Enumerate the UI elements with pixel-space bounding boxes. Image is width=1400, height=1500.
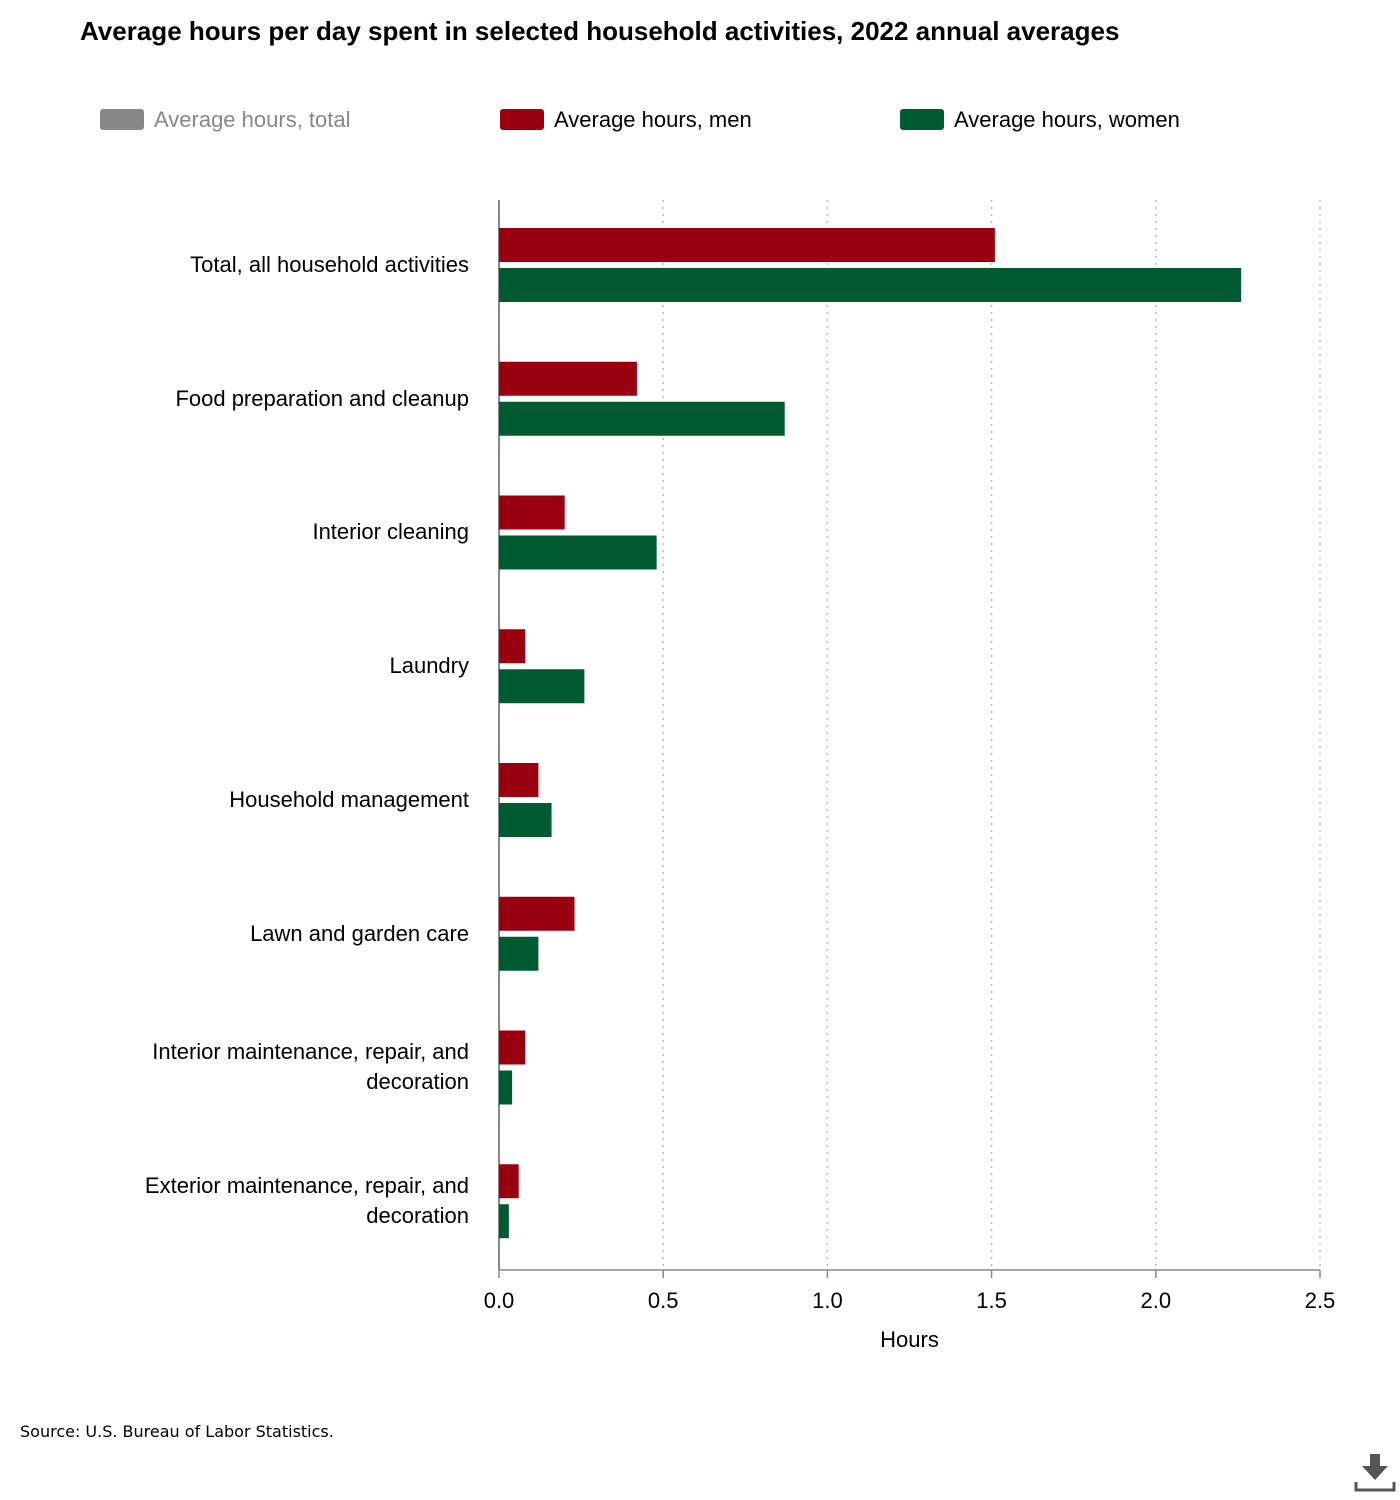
x-axis-title: Hours <box>880 1327 939 1352</box>
category-label: Total, all household activities <box>190 251 469 277</box>
category-label: Interior cleaning <box>312 519 469 545</box>
icon-part <box>1362 1466 1388 1480</box>
bar <box>499 1030 526 1065</box>
download-icon[interactable] <box>1354 1454 1396 1492</box>
category-label: Food preparation and cleanup <box>175 385 469 411</box>
chart-title: Average hours per day spent in selected … <box>80 16 1119 46</box>
bar <box>499 896 575 931</box>
legend-swatch <box>500 109 544 130</box>
category-label: Laundry <box>389 653 469 679</box>
bar <box>499 535 657 570</box>
category-label: Exterior maintenance, repair, and decora… <box>144 1173 469 1229</box>
bar <box>499 495 565 530</box>
x-tick-label: 1.5 <box>976 1288 1007 1313</box>
x-tick-label: 0.0 <box>484 1288 515 1313</box>
bar <box>499 1070 513 1105</box>
bar <box>499 268 1242 302</box>
x-tick-label: 1.0 <box>812 1288 843 1313</box>
legend-label: Average hours, men <box>554 107 752 132</box>
icon-part <box>1354 1482 1396 1492</box>
legend-label: Average hours, total <box>154 107 351 132</box>
icon-part <box>1370 1454 1380 1468</box>
bar <box>499 1164 519 1199</box>
legend-swatch <box>100 109 144 130</box>
legend-label: Average hours, women <box>954 107 1180 132</box>
bar <box>499 936 539 971</box>
bar <box>499 401 785 436</box>
x-tick-label: 2.5 <box>1305 1288 1336 1313</box>
bar <box>499 763 539 797</box>
bar <box>499 669 585 704</box>
legend-swatch <box>900 109 944 130</box>
source-note: Source: U.S. Bureau of Labor Statistics. <box>20 1422 334 1441</box>
category-label: Lawn and garden care <box>250 920 469 946</box>
x-tick-label: 2.0 <box>1141 1288 1172 1313</box>
bar <box>499 228 995 262</box>
category-label: Interior maintenance, repair, and decora… <box>152 1039 469 1095</box>
x-tick-label: 0.5 <box>648 1288 679 1313</box>
bar <box>499 361 637 396</box>
category-label: Household management <box>229 786 469 812</box>
bar <box>499 803 552 837</box>
bar <box>499 1204 509 1239</box>
bar <box>499 629 526 664</box>
